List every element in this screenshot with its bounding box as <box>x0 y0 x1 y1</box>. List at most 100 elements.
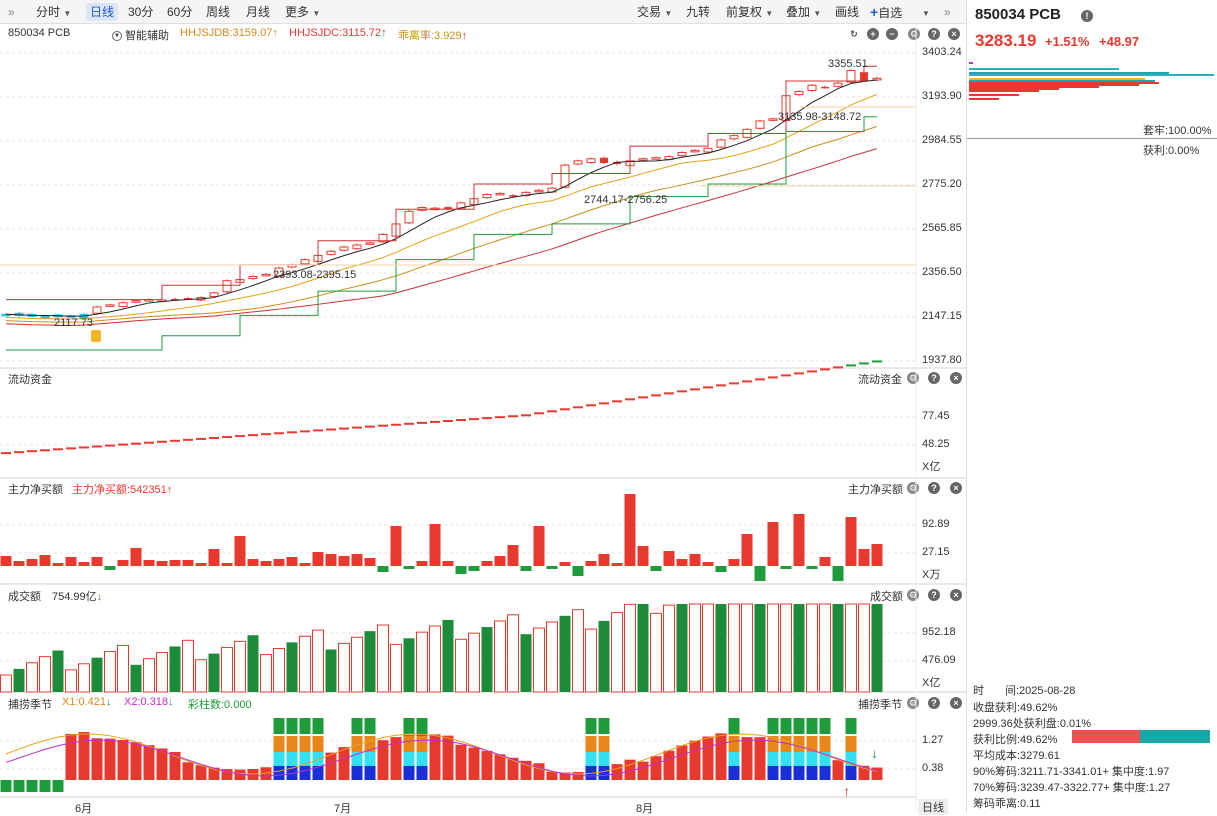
chip-bar <box>969 84 1139 86</box>
tab-timeshare[interactable]: 分时 ▼ <box>36 3 71 21</box>
price-annotation: 2117.73 <box>54 317 93 329</box>
candle <box>755 120 765 129</box>
season-orange <box>273 736 285 752</box>
net-bar <box>286 557 298 566</box>
help-icon[interactable]: ? <box>928 589 940 601</box>
net-bar <box>546 566 558 569</box>
net-bar <box>143 560 155 566</box>
close-icon[interactable]: × <box>950 372 962 384</box>
net-bar <box>715 566 727 572</box>
volume-bar <box>494 620 506 693</box>
season-bar <box>481 750 493 780</box>
collapse-left-icon[interactable]: » <box>8 5 15 19</box>
candle <box>326 250 336 255</box>
info-icon[interactable]: ! <box>1081 10 1093 22</box>
chevron-down-icon[interactable]: ▼ <box>922 9 930 18</box>
panel-pct: +1.51% <box>1045 34 1090 49</box>
candle <box>716 139 726 148</box>
season-bar <box>585 770 597 780</box>
gear-icon[interactable]: ⚙ <box>907 697 919 709</box>
tab-daily[interactable]: 日线 <box>86 3 119 21</box>
volume-bar <box>650 612 662 693</box>
profit-ratio: 获利比例:49.62% <box>973 734 1058 746</box>
season-bar <box>325 752 337 780</box>
season-bar <box>195 765 207 780</box>
close-icon[interactable]: × <box>950 589 962 601</box>
help-icon[interactable]: ? <box>928 28 940 40</box>
net-bar <box>533 526 545 566</box>
candle <box>66 315 76 318</box>
candle <box>872 77 882 81</box>
close-icon[interactable]: × <box>948 28 960 40</box>
season-bar <box>260 767 272 780</box>
season-blue <box>767 766 779 780</box>
tab-30min[interactable]: 30分 <box>128 5 154 19</box>
season-green <box>585 718 597 734</box>
gear-icon[interactable]: ⚙ <box>908 28 920 40</box>
chevron-down-icon: ▼ <box>312 9 321 18</box>
candle <box>391 223 401 237</box>
tab-monthly[interactable]: 月线 <box>246 5 271 19</box>
nine-turn-button[interactable]: 九转 <box>686 5 711 19</box>
close-icon[interactable]: × <box>950 697 962 709</box>
volume-bar <box>416 631 428 693</box>
season-bar <box>676 745 688 780</box>
season-bar <box>832 760 844 780</box>
period-label[interactable]: 日线 <box>918 799 948 815</box>
candle <box>1 313 11 317</box>
help-icon[interactable]: ? <box>928 372 940 384</box>
season-bar <box>91 738 103 780</box>
adjust-button[interactable]: 前复权 ▼ <box>726 3 773 21</box>
price-annotation: 3135.98-3148.72 <box>778 111 861 123</box>
tab-60min[interactable]: 60分 <box>167 5 193 19</box>
net-bar <box>806 566 818 569</box>
net-bar <box>299 563 311 566</box>
candle <box>40 315 50 319</box>
net-bar <box>624 494 636 566</box>
season-bar <box>637 761 649 780</box>
candle <box>509 195 517 197</box>
season-x1: X1:0.421↓ <box>62 696 112 708</box>
season-orange <box>312 736 324 752</box>
refresh-icon[interactable]: ↻ <box>848 28 860 40</box>
gear-icon[interactable]: ⚙ <box>907 372 919 384</box>
season-orange <box>416 736 428 752</box>
season-cyan <box>845 752 857 766</box>
close-icon[interactable]: × <box>950 482 962 494</box>
tab-weekly[interactable]: 周线 <box>206 5 231 19</box>
volume-bar <box>208 653 220 692</box>
help-icon[interactable]: ? <box>928 482 940 494</box>
panel-chg: +48.97 <box>1099 34 1140 49</box>
add-watchlist-button[interactable]: +自选 <box>870 3 902 21</box>
zoom-out-icon[interactable]: − <box>886 28 898 40</box>
gear-icon[interactable]: ⚙ <box>907 482 919 494</box>
candle <box>105 304 115 307</box>
volume-bar <box>442 619 454 692</box>
gear-icon[interactable]: ⚙ <box>907 589 919 601</box>
volume-bar <box>780 603 792 693</box>
trade-button[interactable]: 交易 ▼ <box>637 3 672 21</box>
season-bar <box>0 780 12 792</box>
zoom-in-icon[interactable]: + <box>867 28 879 40</box>
candle <box>560 164 570 188</box>
tab-more[interactable]: 更多 ▼ <box>285 3 320 21</box>
collapse-right-icon[interactable]: » <box>944 5 951 19</box>
draw-button[interactable]: 画线 <box>835 5 860 19</box>
net-bar <box>767 522 779 566</box>
smart-assist-toggle[interactable]: ▼ 智能辅助 <box>112 27 169 43</box>
season-bar <box>351 741 363 780</box>
net-bar <box>559 562 571 566</box>
volume-bar <box>507 614 519 693</box>
help-icon[interactable]: ? <box>928 697 940 709</box>
trapped-ratio: 套牢:100.00% <box>1143 125 1212 137</box>
candle <box>171 298 179 301</box>
candle <box>300 259 310 265</box>
candle <box>14 312 24 316</box>
candle <box>313 254 323 262</box>
kline-chart[interactable]: 3355.51 3135.98-3148.72 2744.17-2756.25 239… <box>0 0 966 812</box>
overlay-button[interactable]: 叠加 ▼ <box>786 3 821 21</box>
volume-bar <box>806 603 818 693</box>
volume-bar <box>871 604 883 692</box>
season-bar <box>520 760 532 780</box>
season-bar <box>858 765 870 780</box>
